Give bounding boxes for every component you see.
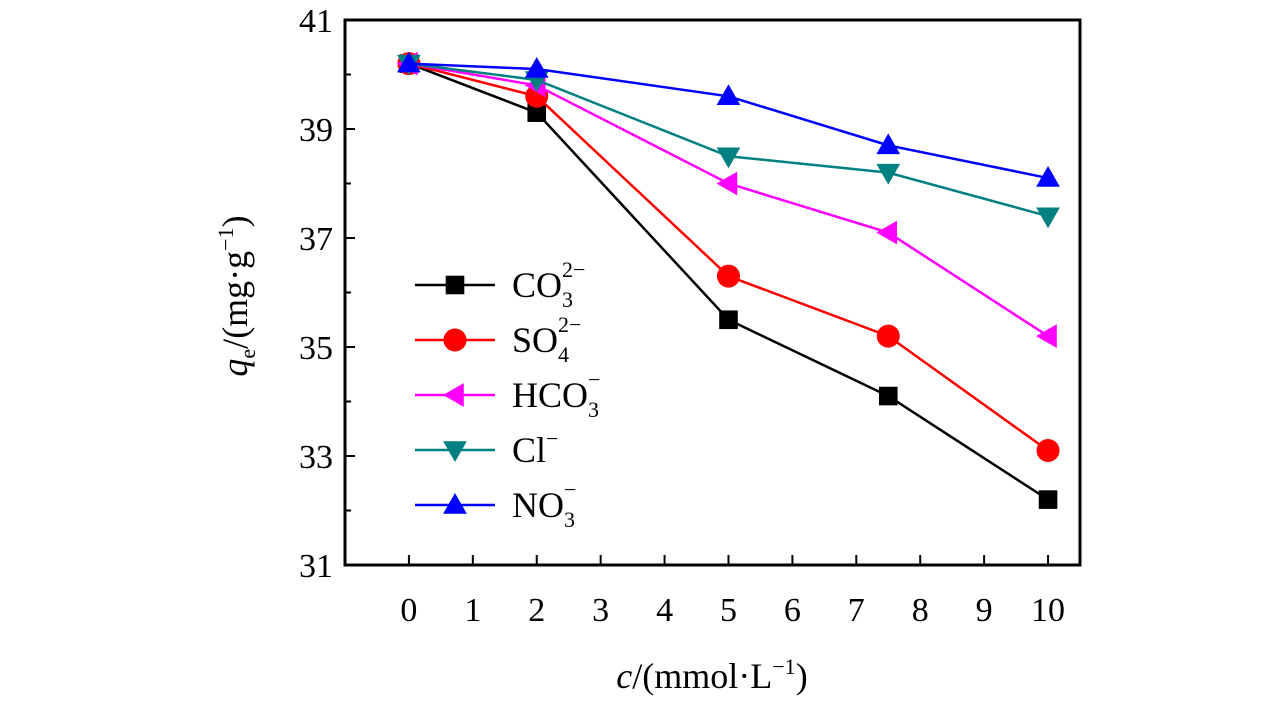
- x-axis: 0 1 2 3 4 5 6 7 8 9 10: [400, 555, 1065, 629]
- x-axis-title-variable: c: [616, 656, 632, 696]
- x-tick-label: 9: [976, 592, 993, 629]
- legend-marker: [443, 328, 467, 352]
- legend-item: NO3−: [415, 477, 576, 532]
- data-point: [878, 386, 898, 406]
- legend-item: SO42−: [415, 312, 581, 367]
- x-tick-label: 2: [528, 592, 545, 629]
- y-tick-label: 39: [299, 112, 333, 149]
- data-point: [876, 163, 901, 185]
- data-point: [716, 147, 741, 169]
- legend-marker: [443, 441, 467, 463]
- legend-label: NO3−: [512, 477, 576, 532]
- data-point: [1038, 490, 1058, 509]
- legend-item: Cl−: [415, 426, 558, 470]
- y-tick-label: 41: [299, 3, 333, 40]
- x-axis-title: c/(mmol·L−1): [616, 654, 807, 696]
- data-point: [1036, 166, 1060, 187]
- legend-item: CO32−: [415, 257, 585, 312]
- legend-marker: [445, 275, 465, 295]
- x-tick-label: 7: [848, 592, 865, 629]
- legend-label: HCO3−: [512, 367, 600, 422]
- legend-marker: [442, 383, 464, 407]
- data-point: [876, 220, 898, 245]
- data-point: [1036, 324, 1057, 348]
- y-tick-label: 37: [299, 221, 333, 258]
- series-layer: [396, 51, 1060, 509]
- legend-label: Cl−: [512, 426, 558, 470]
- y-tick-label: 33: [299, 439, 333, 476]
- data-point: [1036, 439, 1060, 463]
- x-axis-title-text: /(mmol·L: [632, 656, 772, 696]
- y-axis-title-variable: q: [215, 359, 255, 377]
- x-tick-label: 6: [784, 592, 801, 629]
- legend-marker: [443, 492, 467, 514]
- series-line: [408, 62, 1049, 452]
- x-tick-label: 5: [720, 592, 737, 629]
- series-4: [397, 54, 1060, 229]
- y-axis-title: qe/(mg·g−1): [213, 215, 260, 376]
- x-axis-title-exponent: −1: [772, 654, 795, 679]
- data-point: [876, 324, 900, 348]
- legend-item: HCO3−: [415, 367, 600, 422]
- x-axis-title-close: ): [796, 656, 808, 696]
- legend-label: CO32−: [512, 257, 585, 312]
- x-tick-label: 10: [1031, 592, 1065, 629]
- y-axis-title-close: ): [215, 215, 255, 227]
- data-point: [876, 133, 901, 155]
- data-point: [716, 171, 738, 196]
- y-axis: 31 33 35 37 39 41: [299, 3, 355, 585]
- x-tick-label: 0: [400, 592, 417, 629]
- data-point: [397, 51, 421, 73]
- x-tick-label: 4: [656, 592, 673, 629]
- series-5: [397, 51, 1060, 187]
- data-point: [524, 57, 549, 78]
- data-point: [716, 264, 740, 288]
- legend-label: SO42−: [512, 312, 581, 367]
- x-tick-label: 3: [592, 592, 609, 629]
- series-2: [397, 52, 1060, 463]
- data-point: [719, 310, 738, 330]
- y-axis-title-subscript: e: [235, 349, 260, 359]
- y-tick-label: 35: [299, 330, 333, 367]
- legend: CO32−SO42−HCO3−Cl− NO3−: [415, 257, 600, 532]
- y-axis-title-exponent: −1: [213, 227, 238, 250]
- data-point: [716, 84, 741, 106]
- data-point: [1036, 207, 1060, 229]
- y-tick-label: 31: [299, 548, 333, 585]
- y-axis-title-text: /(mg·g: [215, 251, 255, 349]
- x-tick-label: 8: [912, 592, 929, 629]
- x-tick-label: 1: [464, 592, 481, 629]
